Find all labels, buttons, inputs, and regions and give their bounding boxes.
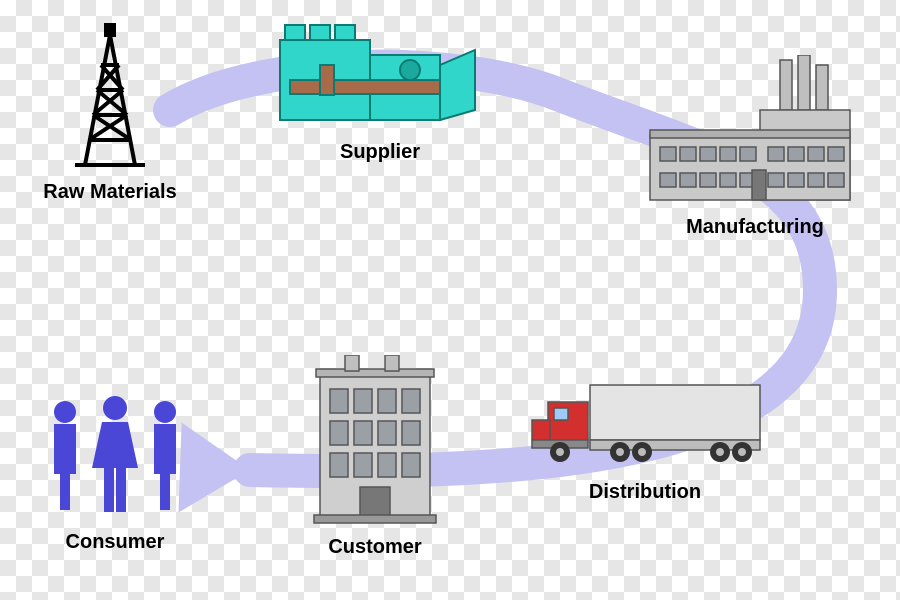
diagram-canvas: Raw Materials Supplier bbox=[0, 0, 900, 600]
node-consumer: Consumer bbox=[30, 390, 200, 554]
node-customer: Customer bbox=[300, 355, 450, 559]
factory-icon bbox=[640, 55, 870, 205]
node-raw-materials: Raw Materials bbox=[40, 20, 180, 204]
oil-derrick-icon bbox=[55, 20, 165, 170]
node-manufacturing: Manufacturing bbox=[640, 55, 870, 239]
building-icon bbox=[300, 355, 450, 525]
label-manufacturing: Manufacturing bbox=[640, 216, 870, 239]
people-icon bbox=[30, 390, 200, 520]
label-consumer: Consumer bbox=[30, 531, 200, 554]
node-distribution: Distribution bbox=[520, 370, 770, 504]
truck-icon bbox=[520, 370, 770, 470]
label-raw-materials: Raw Materials bbox=[40, 181, 180, 204]
label-customer: Customer bbox=[300, 536, 450, 559]
machinery-icon bbox=[260, 15, 500, 130]
node-supplier: Supplier bbox=[260, 15, 500, 164]
label-supplier: Supplier bbox=[260, 141, 500, 164]
label-distribution: Distribution bbox=[520, 481, 770, 504]
